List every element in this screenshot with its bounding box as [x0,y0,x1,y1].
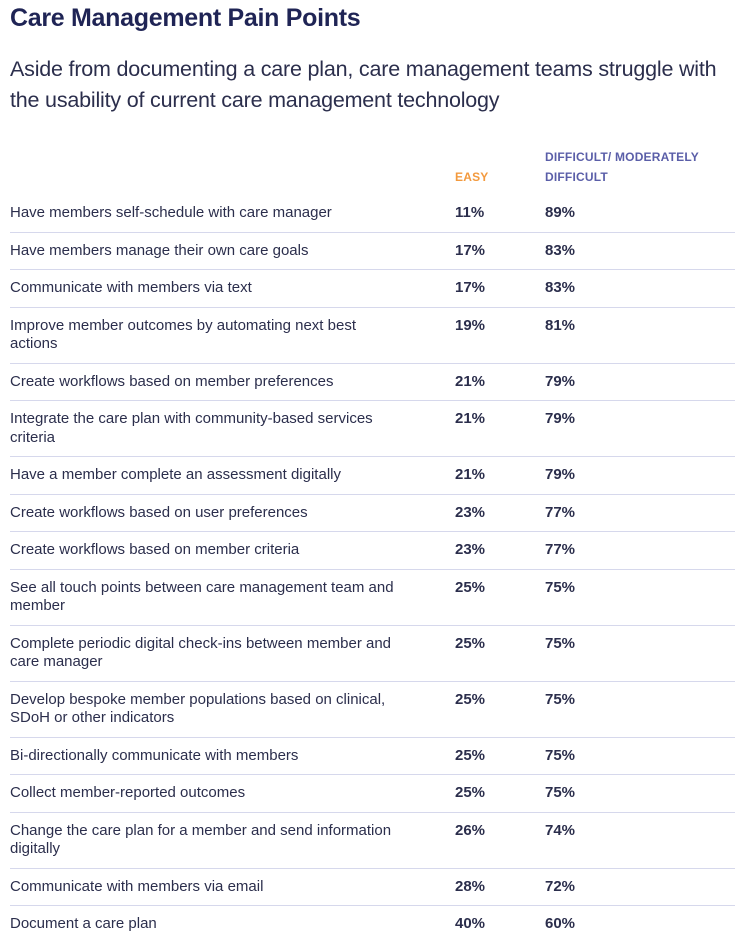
difficult-value: 79% [545,410,576,427]
row-label-text: Communicate with members via text [10,279,252,296]
row-label-text: Have members manage their own care goals [10,241,309,259]
row-label: Complete periodic digital check-ins betw… [10,635,440,672]
row-label: Communicate with members via email [10,878,440,897]
column-header-difficult: DIFFICULT/ MODERATELY DIFFICULT [545,150,699,184]
row-label-text: Bi-directionally communicate with member… [10,746,299,764]
table-row: Create workflows based on user preferenc… [10,495,735,532]
easy-value: 25% [455,690,486,708]
difficult-value: 79% [545,372,576,390]
row-label-text: Change the care plan for a member and se… [10,821,392,858]
row-label-text: Complete periodic digital check-ins betw… [10,634,392,671]
row-label-text: Collect member-reported outcomes [10,784,246,801]
difficult-value: 83% [545,241,576,259]
table-row: Complete periodic digital check-ins betw… [10,626,735,682]
table-row: Create workflows based on member criteri… [10,532,735,570]
table-row: Have members manage their own care goals… [10,233,735,270]
easy-value: 25% [455,784,486,801]
easy-value: 25% [455,578,486,596]
row-label: Have members manage their own care goals [10,242,440,261]
row-label-text: Have members self-schedule with care man… [10,204,332,221]
easy-value: 11% [455,204,485,221]
table-row: Document a care plan 40% 60% [10,906,735,943]
table-row: See all touch points between care manage… [10,570,735,626]
row-label-text: Create workflows based on user preferenc… [10,503,308,521]
row-label: Collect member-reported outcomes [10,784,440,803]
easy-value: 21% [455,466,486,483]
difficult-value: 72% [545,877,576,895]
row-label: Communicate with members via text [10,279,440,298]
easy-value: 25% [455,634,486,652]
table-row: Create workflows based on member prefere… [10,364,735,401]
row-label: Develop bespoke member populations based… [10,691,440,728]
row-label: Create workflows based on member criteri… [10,541,440,560]
easy-value: 17% [455,241,486,259]
difficult-value: 89% [545,204,576,221]
table-row: Bi-directionally communicate with member… [10,738,735,775]
pain-points-table: Have members self-schedule with care man… [10,195,735,943]
difficult-value: 75% [545,746,576,764]
row-label-text: Create workflows based on member prefere… [10,372,334,390]
table-row: Change the care plan for a member and se… [10,813,735,869]
table-row: Collect member-reported outcomes 25% 75% [10,775,735,813]
easy-value: 28% [455,877,486,895]
row-label: Change the care plan for a member and se… [10,822,440,859]
difficult-value: 75% [545,634,576,652]
row-label: Document a care plan [10,915,440,934]
column-header-easy: EASY [455,170,489,184]
row-label: Bi-directionally communicate with member… [10,747,440,766]
easy-value: 23% [455,503,486,521]
difficult-value: 74% [545,821,576,839]
difficult-value: 75% [545,578,576,596]
easy-value: 21% [455,372,486,390]
table-row: Have members self-schedule with care man… [10,195,735,233]
row-label-text: Develop bespoke member populations based… [10,690,386,727]
row-label-text: Create workflows based on member criteri… [10,541,300,558]
row-label: Have members self-schedule with care man… [10,204,440,223]
easy-value: 19% [455,316,486,334]
table-row: Communicate with members via email 28% 72% [10,869,735,906]
difficult-value: 77% [545,541,576,558]
difficult-value: 79% [545,466,576,483]
difficult-value: 83% [545,279,576,296]
difficult-value: 75% [545,690,576,708]
easy-value: 26% [455,821,486,839]
row-label: Improve member outcomes by automating ne… [10,317,440,354]
table-row: Have a member complete an assessment dig… [10,457,735,495]
easy-value: 17% [455,279,486,296]
row-label-text: Document a care plan [10,915,157,932]
row-label-text: Integrate the care plan with community-b… [10,410,373,446]
row-label: Create workflows based on member prefere… [10,373,440,392]
row-label-text: Have a member complete an assessment dig… [10,466,341,483]
row-label-text: Communicate with members via email [10,877,264,895]
row-label-text: Improve member outcomes by automating ne… [10,316,356,353]
row-label: Integrate the care plan with community-b… [10,410,440,447]
row-label: Create workflows based on user preferenc… [10,504,440,523]
difficult-value: 75% [545,784,576,801]
row-label: See all touch points between care manage… [10,579,440,616]
table-row: Improve member outcomes by automating ne… [10,308,735,364]
easy-value: 21% [455,410,486,427]
table-row: Develop bespoke member populations based… [10,682,735,738]
easy-value: 40% [455,915,486,932]
table-row: Integrate the care plan with community-b… [10,401,735,457]
difficult-value: 60% [545,915,576,932]
easy-value: 25% [455,746,486,764]
easy-value: 23% [455,541,486,558]
row-label-text: See all touch points between care manage… [10,578,394,615]
difficult-value: 81% [545,316,576,334]
page-subtitle: Aside from documenting a care plan, care… [10,57,717,112]
row-label: Have a member complete an assessment dig… [10,466,440,485]
page-title: Care Management Pain Points [10,4,361,32]
difficult-value: 77% [545,503,576,521]
table-row: Communicate with members via text 17% 83% [10,270,735,308]
